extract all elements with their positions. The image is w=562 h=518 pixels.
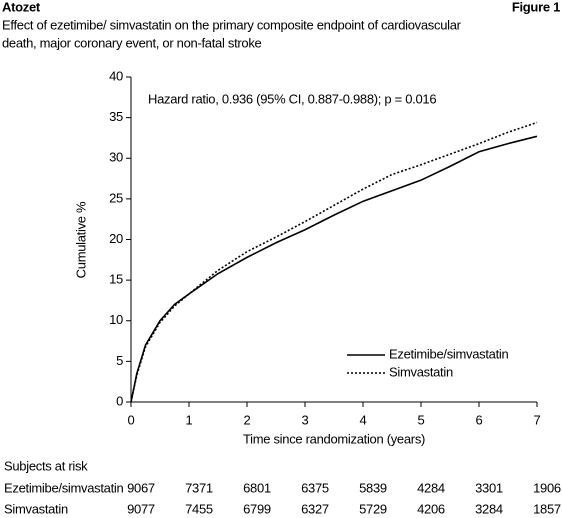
risk-row-label: Ezetimibe/simvastatin — [4, 480, 123, 495]
y-tick-label: 10 — [109, 312, 123, 327]
legend-label: Ezetimibe/simvastatin — [389, 346, 508, 361]
x-tick-label: 2 — [244, 412, 251, 427]
header: Atozet — [2, 0, 41, 14]
x-tick-label: 7 — [534, 412, 541, 427]
y-tick-label: 5 — [116, 353, 123, 368]
risk-count: 1906 — [533, 480, 561, 495]
chart-title: death, major coronary event, or non-fata… — [2, 35, 262, 50]
y-tick-label: 35 — [109, 109, 123, 124]
y-tick-label: 15 — [109, 272, 123, 287]
risk-count: 4284 — [417, 480, 445, 495]
x-tick-label: 1 — [186, 412, 193, 427]
risk-count: 6801 — [243, 480, 271, 495]
risk-count: 9067 — [127, 480, 155, 495]
x-tick-label: 6 — [476, 412, 483, 427]
legend-label: Simvastatin — [389, 364, 453, 379]
y-tick-label: 20 — [109, 231, 123, 246]
y-tick-label: 30 — [109, 150, 123, 165]
risk-count: 4206 — [417, 501, 445, 516]
chart-title: Effect of ezetimibe/ simvastatin on the … — [2, 17, 462, 32]
x-tick-label: 0 — [128, 412, 135, 427]
y-tick-label: 0 — [116, 393, 123, 408]
risk-count: 5839 — [359, 480, 387, 495]
risk-count: 5729 — [359, 501, 387, 516]
y-tick-label: 25 — [109, 190, 123, 205]
x-tick-label: 3 — [302, 412, 309, 427]
risk-count: 7371 — [185, 480, 213, 495]
y-axis-label: Cumulative % — [73, 201, 88, 278]
series-line — [130, 135, 538, 403]
risk-count: 9077 — [127, 501, 155, 516]
annotation: Hazard ratio, 0.936 (95% CI, 0.887-0.988… — [148, 91, 436, 106]
risk-table-title: Subjects at risk — [4, 458, 88, 473]
series-line — [130, 121, 538, 403]
risk-count: 1857 — [533, 501, 561, 516]
risk-count: 6799 — [243, 501, 271, 516]
x-axis-label: Time since randomization (years) — [243, 431, 425, 446]
risk-count: 7455 — [185, 501, 213, 516]
risk-count: 3301 — [475, 480, 503, 495]
risk-row-label: Simvastatin — [4, 501, 68, 516]
risk-count: 3284 — [475, 501, 503, 516]
figure-label: Figure 1 — [512, 0, 560, 14]
risk-count: 6375 — [301, 480, 329, 495]
y-tick-label: 40 — [109, 68, 123, 83]
x-tick-label: 4 — [360, 412, 367, 427]
risk-count: 6327 — [301, 501, 329, 516]
x-tick-label: 5 — [418, 412, 425, 427]
